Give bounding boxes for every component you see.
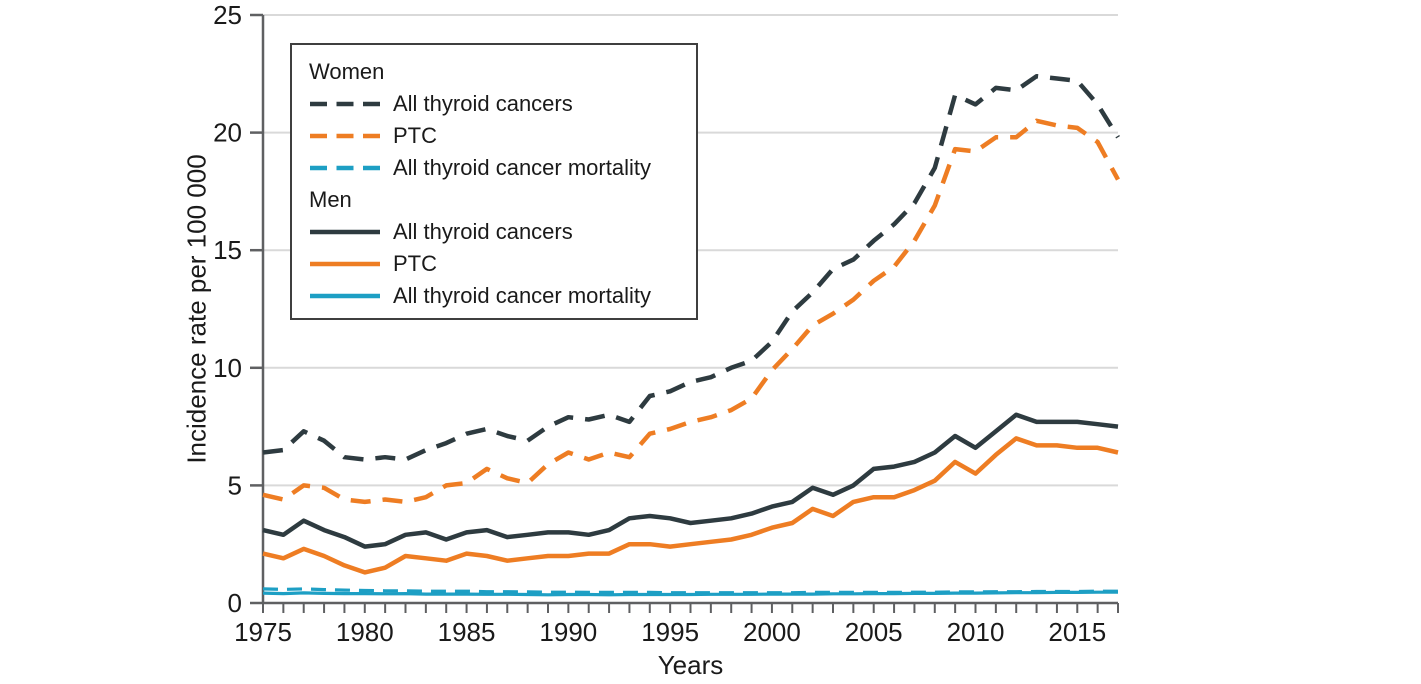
legend-item-men-ptc: PTC: [309, 248, 696, 280]
y-axis-title: Incidence rate per 100 000: [181, 154, 212, 464]
x-tick-label: 1985: [438, 617, 496, 647]
solid-line-swatch-icon: [310, 293, 380, 299]
x-axis-title: Years: [657, 650, 724, 680]
series-line-men-ptc: [262, 436, 1119, 575]
legend-item-label: All thyroid cancer mortality: [393, 283, 651, 308]
solid-line-swatch-icon: [310, 261, 380, 267]
x-tick-label: 2010: [947, 617, 1005, 647]
x-tick-label: 1975: [234, 617, 292, 647]
x-tick-label: 1980: [336, 617, 394, 647]
dashed-line-swatch-icon: [310, 133, 380, 139]
legend-item-label: PTC: [393, 123, 437, 148]
legend-item-women-all-thyroid-cancers: All thyroid cancers: [309, 88, 696, 120]
x-tick-label: 2000: [743, 617, 801, 647]
y-tick-label: 0: [228, 588, 242, 618]
legend-item-label: All thyroid cancer mortality: [393, 155, 651, 180]
solid-line-swatch-icon: [310, 229, 380, 235]
x-tick-label: 2015: [1048, 617, 1106, 647]
legend-group-women: Women: [309, 59, 385, 84]
x-tick-label: 1990: [539, 617, 597, 647]
series-line-women-all-thyroid-cancer-mortality: [262, 587, 1118, 595]
legend-item-women-mortality: All thyroid cancer mortality: [309, 152, 696, 184]
series-line-men-all-thyroid-cancer-mortality: [262, 590, 1118, 597]
dashed-line-swatch-icon: [310, 101, 380, 107]
y-tick-label: 10: [213, 353, 242, 383]
y-tick-label: 20: [213, 118, 242, 148]
series-line-men-all-thyroid-cancers: [262, 412, 1119, 549]
dashed-line-swatch-icon: [310, 165, 380, 171]
series-line-women-all-thyroid-cancers: [262, 73, 1120, 462]
y-tick-label: 15: [213, 235, 242, 265]
y-tick-label: 25: [213, 0, 242, 30]
legend-item-label: All thyroid cancers: [393, 219, 573, 244]
y-tick-label: 5: [228, 470, 242, 500]
legend-group-men: Men: [309, 187, 352, 212]
legend-item-men-mortality: All thyroid cancer mortality: [309, 280, 696, 312]
legend: Women All thyroid cancers PTC All thyroi…: [290, 43, 698, 320]
x-tick-label: 1995: [641, 617, 699, 647]
legend-item-women-ptc: PTC: [309, 120, 696, 152]
x-tick-label: 2005: [845, 617, 903, 647]
legend-item-men-all-thyroid-cancers: All thyroid cancers: [309, 216, 696, 248]
legend-item-label: All thyroid cancers: [393, 91, 573, 116]
legend-item-label: PTC: [393, 251, 437, 276]
